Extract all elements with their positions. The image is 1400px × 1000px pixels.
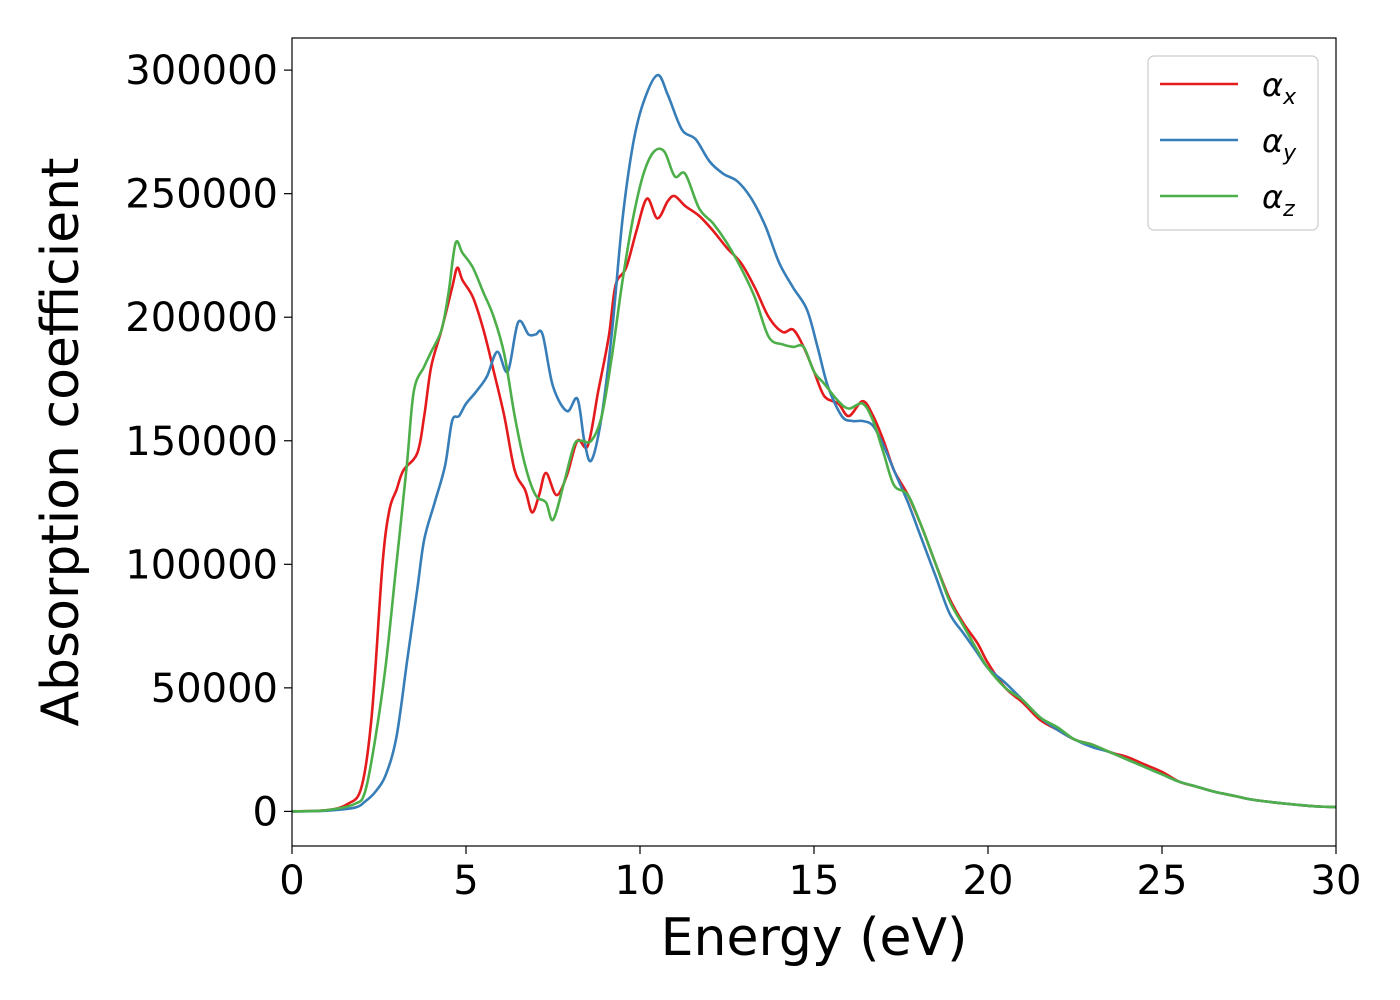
y-tick-label: 250000 [125,172,278,218]
x-tick-label: 20 [963,858,1014,904]
y-tick-label: 200000 [125,295,278,341]
x-tick-label: 5 [453,858,478,904]
y-tick-label: 100000 [125,542,278,588]
x-tick-label: 10 [615,858,666,904]
y-tick-label: 50000 [151,666,278,712]
y-tick-label: 150000 [125,419,278,465]
legend: αx αy αz [1147,55,1319,231]
x-tick-label: 25 [1137,858,1188,904]
y-axis-title: Absorption coefficient [31,157,91,726]
legend-label-alpha-z: αz [1262,178,1295,222]
legend-label-alpha-y: αy [1262,122,1297,166]
x-axis-title: Energy (eV) [661,908,968,968]
legend-label-alpha-x: αx [1262,66,1297,110]
x-axis: 0 5 10 15 20 25 30 [279,846,1361,904]
x-tick-label: 15 [789,858,840,904]
x-tick-label: 30 [1311,858,1362,904]
plot-lines [291,73,1337,813]
y-tick-label: 0 [253,789,278,835]
y-tick-label: 300000 [125,48,278,94]
series-line-alpha-z [291,147,1337,813]
legend-box [1147,55,1319,231]
y-axis: 0 50000 100000 150000 200000 250000 300000 [125,48,292,835]
x-tick-label: 0 [279,858,304,904]
